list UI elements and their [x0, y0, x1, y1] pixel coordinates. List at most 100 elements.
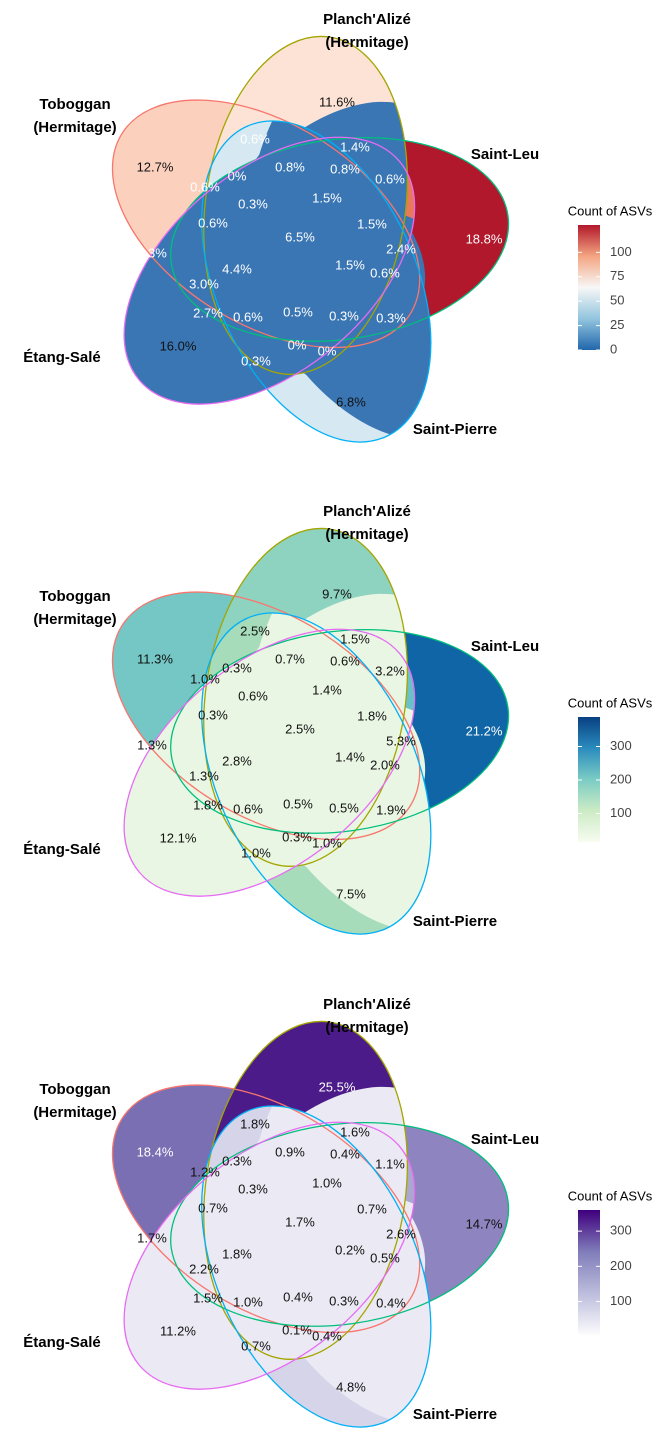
legend-title: Count of ASVs	[568, 695, 653, 710]
region-label: 0.7%	[357, 1201, 387, 1216]
set-name: Toboggan	[39, 588, 110, 605]
region-label: 4.4%	[222, 261, 252, 276]
region-label: 1.4%	[312, 682, 342, 697]
region-label: 0.7%	[241, 1338, 271, 1353]
set-name: Toboggan	[39, 1081, 110, 1098]
region-label: 2.6%	[386, 1226, 416, 1241]
set-name: (Hermitage)	[325, 526, 408, 543]
region-label: 12.1%	[160, 830, 197, 845]
region-label: 11.3%	[137, 651, 173, 666]
region-label: 21.2%	[466, 723, 503, 738]
region-label: 14.7%	[466, 1216, 503, 1231]
region-label: 0.3%	[238, 196, 268, 211]
region-label: 0.7%	[275, 651, 305, 666]
region-label: 0.5%	[329, 800, 359, 815]
region-label: 0.3%	[329, 1293, 359, 1308]
region-label: 0.4%	[330, 1146, 360, 1161]
set-outline	[170, 136, 510, 342]
region-label: 9.7%	[322, 586, 352, 601]
region-label: 0.6%	[330, 653, 360, 668]
region-label: 0.3%	[376, 310, 406, 325]
region-label: 1.8%	[240, 1116, 270, 1131]
region-label: 1.4%	[340, 139, 370, 154]
legend-tick-label: 200	[610, 771, 632, 786]
set-outline	[201, 612, 432, 935]
venn-panel: Toboggan (Hermitage) Planch'Alizé (Hermitag…	[23, 996, 653, 1428]
region-label: 1.0%	[233, 1294, 263, 1309]
region-label: 0.6%	[190, 179, 220, 194]
region-label: 0.4%	[283, 1289, 313, 1304]
region-label: 1.5%	[312, 190, 342, 205]
region-label: 0.5%	[370, 1250, 400, 1265]
set-outline	[201, 1105, 432, 1428]
region-label: 18.8%	[466, 231, 503, 246]
set-outline	[123, 628, 416, 897]
region-label: 1.5%	[193, 1290, 223, 1305]
region-label: 1.7%	[285, 1214, 315, 1229]
region-label: 1.3%	[137, 737, 167, 752]
legend-tick-label: 300	[610, 1223, 632, 1238]
region-label: 2.7%	[193, 305, 223, 320]
region-label: 0.3%	[222, 1153, 252, 1168]
set-name: Étang-Salé	[23, 349, 101, 366]
set-name: (Hermitage)	[325, 34, 408, 51]
legend-title: Count of ASVs	[568, 203, 653, 218]
legend-tick-label: 100	[610, 1293, 632, 1308]
region-label: 1.7%	[137, 1230, 167, 1245]
legend-tick-label: 100	[610, 805, 632, 820]
region-label: 0.4%	[376, 1295, 406, 1310]
region-label: 0%	[318, 343, 337, 358]
region-label: 25.5%	[319, 1079, 356, 1094]
legend-title: Count of ASVs	[568, 1188, 653, 1203]
region-label: 1.1%	[375, 1156, 405, 1171]
region-label: 2.2%	[189, 1261, 219, 1276]
region-label: 2.4%	[386, 241, 416, 256]
region-label: 0.7%	[198, 1200, 228, 1215]
legend-tick-label: 75	[610, 268, 624, 283]
region-label: 0.1%	[282, 1322, 312, 1337]
region-label: 0.9%	[275, 1144, 305, 1159]
set-name: Planch'Alizé	[323, 996, 411, 1013]
set-name: (Hermitage)	[33, 1104, 116, 1121]
region-label: 1.5%	[357, 216, 387, 231]
region-label: 0.3%	[241, 353, 271, 368]
venn-panel: Toboggan (Hermitage) Planch'Alizé (Hermitag…	[23, 503, 653, 935]
region-label: 0.5%	[283, 796, 313, 811]
region-label: 1.8%	[193, 797, 223, 812]
region-label: 6.5%	[285, 229, 315, 244]
region-label: 18.4%	[137, 1144, 174, 1159]
region-label: 5.3%	[386, 733, 416, 748]
region-label: 0.6%	[375, 171, 405, 186]
legend-tick-label: 100	[610, 244, 632, 259]
legend-tick-label: 0	[610, 341, 617, 356]
set-name: (Hermitage)	[325, 1019, 408, 1036]
region-label: 0.6%	[238, 688, 268, 703]
set-outline	[201, 120, 432, 443]
region-label: 0%	[288, 337, 307, 352]
region-label: 1.0%	[241, 845, 271, 860]
region-label: 1.5%	[340, 631, 370, 646]
region-label: 0.8%	[275, 159, 305, 174]
set-name: Étang-Salé	[23, 1334, 101, 1351]
region-label: 2.5%	[285, 721, 315, 736]
region-label: 3.0%	[189, 276, 219, 291]
region-label: 6.8%	[336, 394, 366, 409]
region-label: 0.2%	[335, 1242, 365, 1257]
region-label: 1.4%	[335, 749, 365, 764]
region-label: 1.0%	[312, 1175, 342, 1190]
region-label: 0.6%	[198, 215, 228, 230]
region-label: 2.3%	[137, 245, 167, 260]
region-label: 11.2%	[160, 1323, 196, 1338]
region-label: 1.8%	[357, 708, 387, 723]
region-label: 0.3%	[222, 660, 252, 675]
set-name: Saint-Leu	[471, 146, 539, 163]
venn-panel: Toboggan (Hermitage) Planch'Alizé (Hermitag…	[23, 11, 653, 443]
set-name: Planch'Alizé	[323, 503, 411, 520]
legend-tick-label: 200	[610, 1258, 632, 1273]
set-name: Saint-Pierre	[413, 421, 497, 438]
legend-tick-label: 300	[610, 738, 632, 753]
region-label: 1.0%	[190, 671, 220, 686]
set-outline	[203, 527, 409, 867]
legend-colorbar	[578, 1210, 600, 1335]
set-name: Toboggan	[39, 96, 110, 113]
